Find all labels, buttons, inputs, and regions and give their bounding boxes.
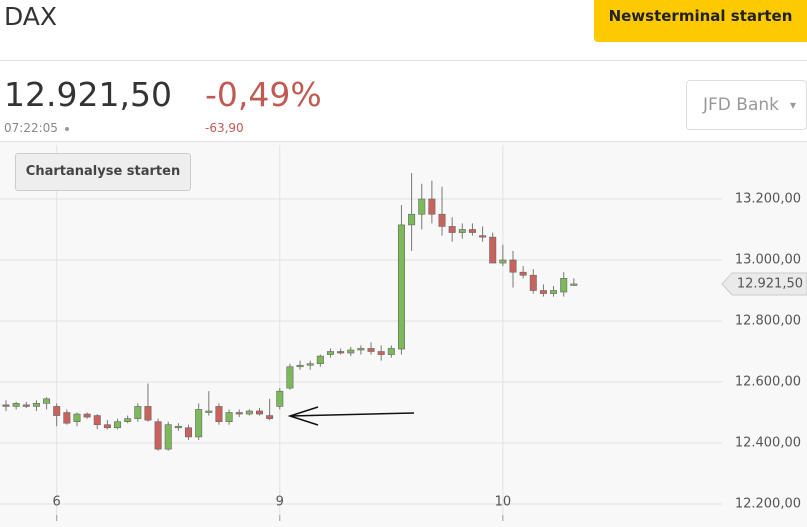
candle-body — [225, 412, 233, 422]
y-tick-label: 12.200,00 — [735, 497, 801, 512]
candle-body — [2, 404, 10, 407]
annotation-arrowhead — [287, 406, 319, 426]
candle-body — [124, 418, 132, 422]
candle-body — [428, 198, 436, 215]
chart: 12.200,00 12.400,00 12.600,00 12.800,00 13.0… — [0, 141, 807, 527]
candle-body — [509, 259, 517, 273]
candle-body — [185, 427, 193, 438]
x-tick-label: 6 — [53, 495, 61, 510]
candle-body — [245, 410, 253, 415]
separator — [0, 60, 807, 61]
caret: ▾ — [790, 98, 797, 112]
candle-body — [215, 406, 223, 422]
candle-body — [408, 213, 416, 226]
y-tick-label: 13.200,00 — [735, 191, 801, 206]
candle-body — [499, 259, 507, 264]
y-tick-label: 12.800,00 — [735, 314, 801, 329]
price: 12.921,50 — [4, 75, 172, 114]
candle-body — [519, 271, 527, 276]
candle-body — [53, 406, 61, 416]
candle-body — [418, 198, 426, 215]
candle-body — [32, 403, 40, 407]
news-button[interactable]: Newsterminal starten — [594, 0, 807, 42]
candle-body — [164, 424, 172, 450]
candle-body — [479, 235, 487, 238]
y-tick-label: 12.600,00 — [735, 375, 801, 390]
candle-body — [103, 424, 111, 429]
candle-body — [195, 409, 203, 438]
candle-body — [286, 366, 294, 389]
last-price-tag — [721, 272, 807, 296]
broker-select[interactable]: JFD Bank ▾ — [686, 80, 807, 130]
candle-body — [397, 224, 405, 350]
candle-body — [255, 410, 263, 415]
candle-body — [377, 351, 385, 355]
candle-body — [387, 348, 395, 355]
x-tick-label: 10 — [495, 495, 512, 510]
candle-body — [174, 425, 182, 429]
candle-body — [438, 213, 446, 227]
candle-body — [114, 421, 122, 429]
candle-body — [306, 363, 314, 366]
candle-body — [12, 403, 20, 407]
candle-body — [205, 410, 213, 413]
candle-body — [22, 404, 30, 407]
candle-body — [144, 406, 152, 421]
candle-body — [458, 229, 466, 233]
chart-analysis-button[interactable]: Chartanalyse starten — [15, 153, 191, 191]
time: 07:22:05 — [4, 121, 58, 135]
last-price-label: 12.921,50 — [737, 276, 803, 291]
x-tick-label: 9 — [276, 495, 284, 510]
candle-body — [296, 364, 304, 368]
candle-body — [367, 348, 375, 352]
candle-body — [468, 229, 476, 233]
change-abs: -63,90 — [205, 121, 244, 135]
candle-body — [347, 349, 355, 354]
candle-body — [529, 274, 537, 291]
candle-body — [235, 412, 243, 415]
candle-body — [539, 290, 547, 294]
y-tick-label: 13.000,00 — [735, 252, 801, 267]
broker: JFD Bank — [703, 95, 779, 115]
candle-body — [337, 351, 345, 354]
candle-body — [570, 283, 578, 286]
candle-body — [560, 277, 568, 293]
status-dot — [65, 127, 69, 131]
candle-body — [134, 406, 142, 419]
candle-body — [63, 412, 71, 424]
candle-body — [43, 398, 51, 404]
candle-body — [326, 351, 334, 355]
candle-body — [83, 413, 91, 418]
annotation-arrow — [289, 412, 415, 417]
candle-body — [276, 390, 284, 407]
change-pct: -0,49% — [205, 75, 322, 114]
candle-body — [316, 355, 324, 365]
title: DAX — [4, 2, 58, 31]
candle-body — [489, 236, 497, 264]
candle-body — [357, 348, 365, 351]
candle-body — [448, 226, 456, 233]
candle-body — [550, 290, 558, 294]
candle-body — [93, 415, 101, 426]
y-tick-label: 12.400,00 — [735, 436, 801, 451]
candle-body — [154, 421, 162, 450]
candle-body — [73, 413, 81, 422]
candle-body — [266, 415, 274, 419]
